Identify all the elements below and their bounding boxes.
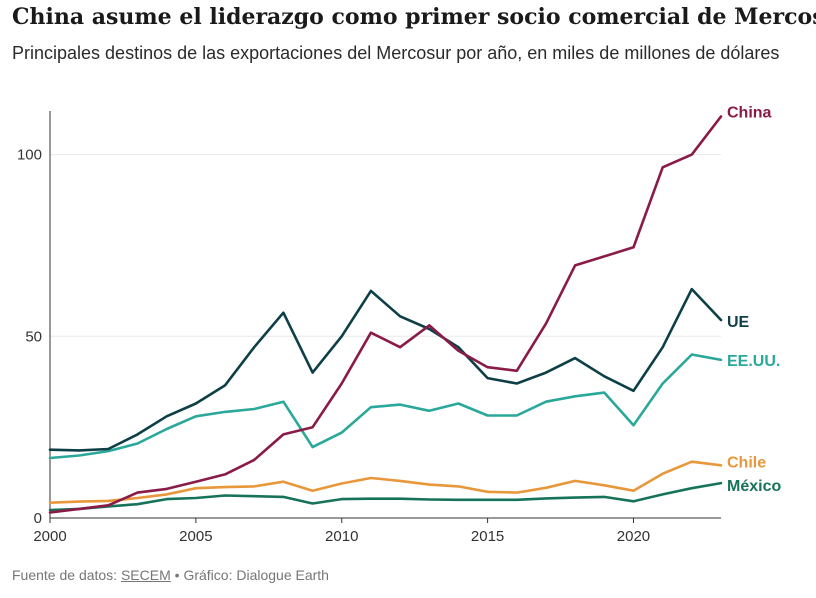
series-label-china: China (727, 104, 772, 121)
series-label-ee-uu: EE.UU. (727, 353, 780, 370)
chart-title: China asume el liderazgo como primer soc… (12, 4, 816, 30)
footer: Fuente de datos: SECEM • Gráfico: Dialog… (12, 567, 329, 583)
chart-subtitle: Principales destinos de las exportacione… (12, 43, 780, 63)
x-tick-label: 2010 (325, 528, 358, 545)
footer-prefix: Fuente de datos: (12, 567, 121, 583)
series-lines (48, 115, 723, 514)
grid-lines (50, 154, 721, 337)
series-line-ee-uu (48, 353, 723, 460)
series-line-china (48, 115, 723, 514)
series-line-ue (48, 287, 723, 452)
x-tick-label: 2015 (471, 528, 504, 545)
x-tick-label: 2005 (179, 528, 212, 545)
y-tick-label: 0 (34, 510, 42, 527)
line-chart: 0 50 100 2000 2005 2010 2015 2020 China UE EE.UU.… (17, 104, 782, 545)
source-link[interactable]: SECEM (120, 567, 171, 583)
series-label-m-xico: México (727, 478, 781, 495)
x-tick-label: 2020 (617, 528, 650, 545)
series-line-chile (48, 460, 723, 504)
series-line-m-xico (48, 481, 723, 512)
axes: 0 50 100 2000 2005 2010 2015 2020 (17, 111, 721, 545)
x-tick-label: 2000 (33, 528, 66, 545)
series-label-ue: UE (727, 314, 750, 331)
footer-suffix: • Gráfico: Dialogue Earth (170, 567, 329, 583)
y-tick-label: 100 (17, 147, 42, 164)
y-tick-label: 50 (25, 328, 42, 345)
series-labels: China UE EE.UU. Chile México (727, 104, 781, 495)
series-label-chile: Chile (727, 454, 766, 471)
